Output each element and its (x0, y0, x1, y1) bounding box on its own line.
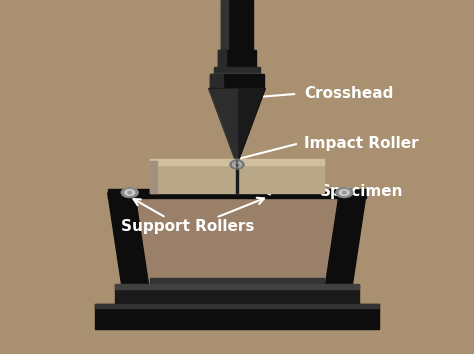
Bar (218, 50, 227, 71)
Bar (210, 74, 264, 88)
Bar (95, 304, 379, 329)
Bar (150, 161, 324, 193)
Bar (115, 284, 359, 289)
Bar (95, 304, 379, 308)
Ellipse shape (128, 191, 131, 194)
Ellipse shape (339, 190, 349, 195)
Bar (108, 189, 366, 198)
Bar (221, 0, 253, 53)
Text: Specimen: Specimen (320, 184, 404, 199)
Polygon shape (136, 193, 338, 287)
Text: Impact Roller: Impact Roller (304, 136, 419, 151)
Polygon shape (324, 193, 366, 287)
Bar (150, 278, 324, 287)
Polygon shape (108, 193, 150, 287)
Bar (150, 159, 324, 165)
Text: Crosshead: Crosshead (304, 86, 393, 101)
Ellipse shape (121, 188, 138, 198)
Bar (150, 161, 157, 193)
Ellipse shape (125, 190, 135, 195)
Ellipse shape (236, 164, 238, 166)
Ellipse shape (233, 162, 241, 167)
Ellipse shape (336, 188, 353, 198)
Bar (210, 74, 223, 88)
Ellipse shape (230, 160, 244, 169)
Bar (221, 0, 228, 53)
Bar (115, 285, 359, 306)
Bar (214, 73, 260, 76)
Bar (214, 67, 260, 74)
Polygon shape (209, 88, 265, 165)
Ellipse shape (343, 191, 346, 194)
Polygon shape (209, 88, 237, 165)
Text: Support Rollers: Support Rollers (121, 219, 254, 234)
Bar (218, 50, 256, 71)
Bar (236, 168, 238, 193)
